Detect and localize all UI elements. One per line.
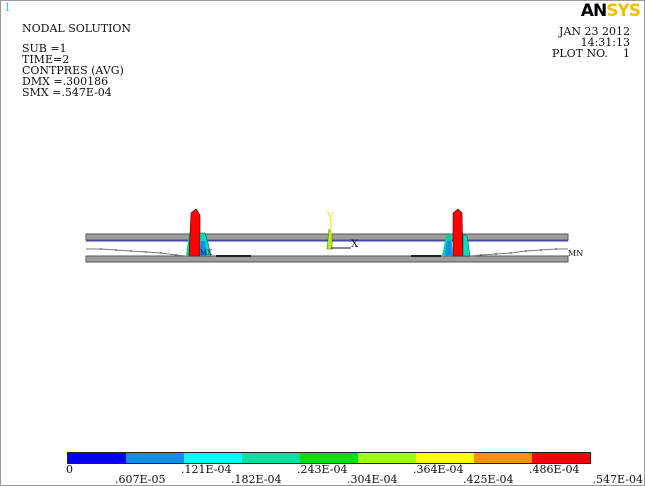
path-nodes	[100, 248, 557, 256]
window-number: 1	[4, 1, 11, 14]
legend-swatch	[474, 453, 532, 463]
legend-swatch	[242, 453, 300, 463]
deformed-path-left	[86, 248, 187, 257]
solution-title: NODAL SOLUTION	[22, 22, 132, 35]
time-label: TIME=2	[22, 53, 70, 66]
plot-number-label: PLOT NO.	[551, 47, 608, 60]
legend-tick-label: .486E-04	[529, 463, 580, 476]
legend-tick-label: .121E-04	[181, 463, 232, 476]
min-marker: MN	[568, 249, 584, 258]
triad-y-label: Y	[327, 212, 334, 223]
plot-date: JAN 23 2012	[559, 25, 630, 38]
pressure-peak-right	[442, 208, 471, 257]
ansys-logo: ANSYS	[580, 1, 641, 21]
legend-tick-label: .364E-04	[413, 463, 464, 476]
dmx-label: DMX =.300186	[22, 75, 109, 88]
substep-label: SUB =1	[22, 42, 67, 55]
lower-plate	[85, 255, 569, 263]
logo-sys: SYS	[606, 1, 641, 21]
pressure-peak-left	[186, 208, 212, 257]
deformed-path-right	[470, 248, 568, 257]
legend-swatch	[358, 453, 416, 463]
legend-tick-label: .425E-04	[463, 473, 514, 486]
date-block: JAN 23 2012 14:31:13 PLOT NO. 1	[552, 26, 630, 59]
upper-plate	[85, 233, 569, 241]
plot-time: 14:31:13	[580, 36, 630, 49]
max-marker: MX	[200, 249, 213, 257]
contour-legend-bar	[67, 452, 591, 464]
legend-swatch	[184, 453, 242, 463]
legend-tick-label: 0	[66, 463, 73, 476]
legend-swatch	[416, 453, 474, 463]
legend-tick-label: .607E-05	[115, 473, 166, 486]
legend-swatch	[126, 453, 184, 463]
triad-x-label: X	[351, 239, 359, 250]
smx-label: SMX =.547E-04	[22, 86, 112, 99]
plot-number: PLOT NO. 1	[552, 48, 630, 59]
legend-tick-label: .182E-04	[231, 473, 282, 486]
legend-tick-label: .243E-04	[297, 463, 348, 476]
legend-tick-label: .547E-04	[592, 473, 643, 486]
legend-swatch	[532, 453, 590, 463]
legend-swatch	[68, 453, 126, 463]
result-info-block: NODAL SOLUTION SUB =1 TIME=2 CONTPRES (A…	[22, 23, 131, 98]
result-item-label: CONTPRES (AVG)	[22, 64, 124, 77]
legend-swatch	[300, 453, 358, 463]
legend-tick-label: .304E-04	[347, 473, 398, 486]
plot-number-value: 1	[623, 47, 630, 60]
logo-an: AN	[580, 1, 607, 21]
